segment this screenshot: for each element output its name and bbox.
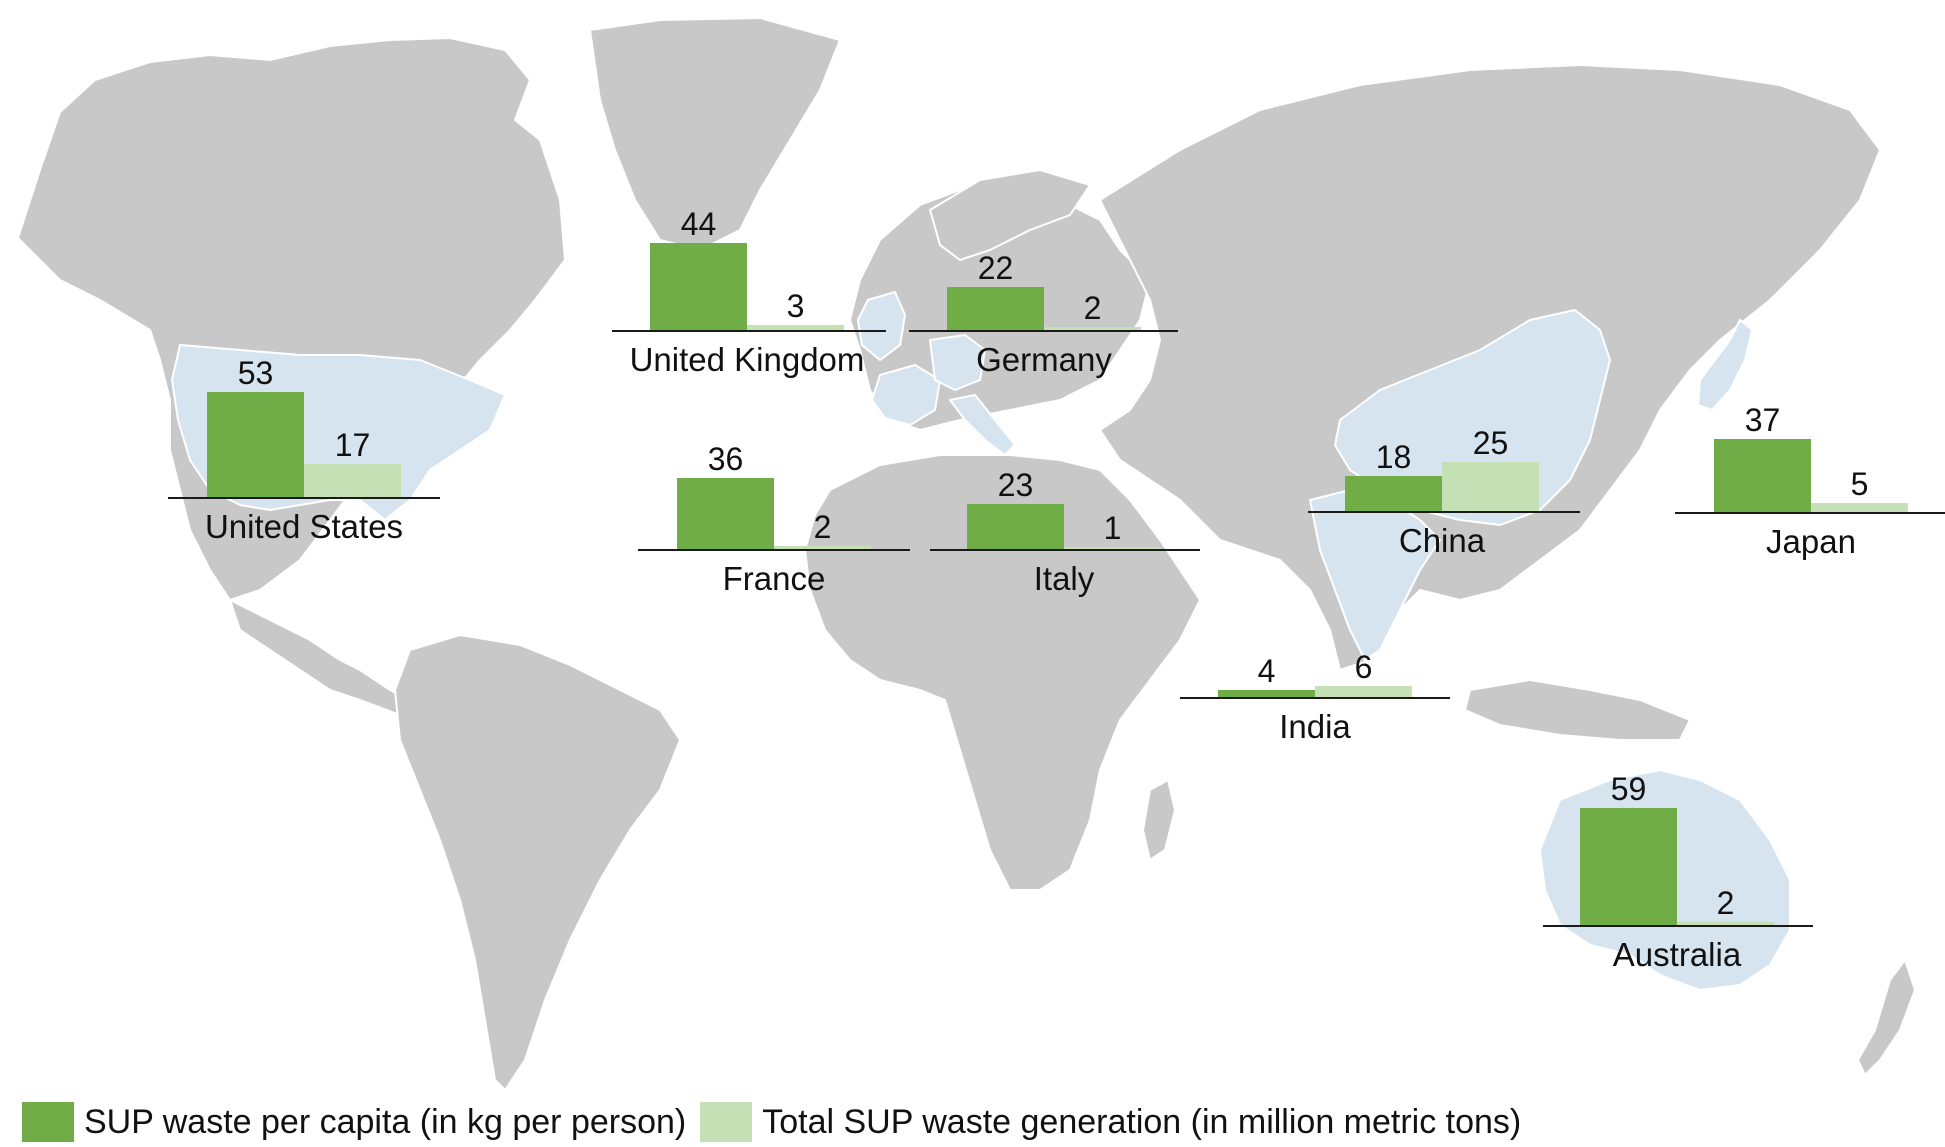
data-label-per-capita-australia: 59 bbox=[1611, 771, 1647, 807]
country-label-united-kingdom: United Kingdom bbox=[630, 341, 865, 378]
scandinavia-landmass bbox=[929, 169, 1091, 261]
bar-total-italy bbox=[1064, 547, 1161, 550]
bar-per-capita-united-states bbox=[207, 392, 304, 498]
country-label-united-states: United States bbox=[205, 508, 403, 545]
data-label-per-capita-united-kingdom: 44 bbox=[681, 206, 717, 242]
data-label-total-united-states: 17 bbox=[335, 427, 371, 463]
bar-per-capita-india bbox=[1218, 690, 1315, 698]
uk-highlight bbox=[857, 291, 906, 361]
data-label-total-united-kingdom: 3 bbox=[787, 288, 805, 324]
data-label-per-capita-japan: 37 bbox=[1745, 402, 1781, 438]
data-label-total-italy: 1 bbox=[1104, 510, 1122, 546]
bar-total-france bbox=[774, 546, 871, 550]
legend-swatch-per-capita bbox=[22, 1102, 74, 1142]
bar-per-capita-france bbox=[677, 478, 774, 550]
bar-per-capita-united-kingdom bbox=[650, 243, 747, 331]
bar-total-india bbox=[1315, 686, 1412, 698]
legend-swatch-total bbox=[700, 1102, 753, 1142]
country-label-germany: Germany bbox=[976, 341, 1112, 378]
legend-item-per-capita: SUP waste per capita (in kg per person) bbox=[22, 1102, 686, 1142]
bar-per-capita-china bbox=[1345, 476, 1442, 512]
bar-group-france: 36 2 France bbox=[638, 441, 910, 597]
bar-per-capita-japan bbox=[1714, 439, 1811, 513]
bar-group-china: 18 25 China bbox=[1308, 425, 1580, 559]
data-label-per-capita-germany: 22 bbox=[978, 250, 1014, 286]
legend: SUP waste per capita (in kg per person) … bbox=[22, 1100, 1535, 1144]
country-label-india: India bbox=[1279, 708, 1351, 745]
country-label-japan: Japan bbox=[1766, 523, 1856, 560]
bar-group-united-kingdom: 44 3 United Kingdom bbox=[612, 206, 886, 378]
data-label-total-china: 25 bbox=[1473, 425, 1509, 461]
bar-total-united-kingdom bbox=[747, 325, 844, 331]
data-label-per-capita-china: 18 bbox=[1376, 439, 1412, 475]
country-label-china: China bbox=[1399, 522, 1486, 559]
country-label-italy: Italy bbox=[1034, 560, 1095, 597]
bar-group-japan: 37 5 Japan bbox=[1675, 402, 1945, 560]
bar-total-japan bbox=[1811, 503, 1908, 513]
data-label-total-france: 2 bbox=[814, 509, 832, 545]
bar-total-australia bbox=[1677, 922, 1774, 926]
highlighted-countries bbox=[171, 291, 1791, 991]
greenland-landmass bbox=[589, 17, 841, 251]
france-highlight bbox=[871, 364, 941, 426]
germany-highlight bbox=[929, 334, 986, 391]
bar-total-united-states bbox=[304, 464, 401, 498]
data-label-per-capita-india: 4 bbox=[1258, 653, 1276, 689]
madagascar-landmass bbox=[1142, 779, 1176, 861]
data-label-total-australia: 2 bbox=[1717, 885, 1735, 921]
country-label-australia: Australia bbox=[1613, 936, 1742, 973]
bar-total-china bbox=[1442, 462, 1539, 512]
data-label-total-japan: 5 bbox=[1851, 466, 1869, 502]
legend-label-total: Total SUP waste generation (in million m… bbox=[762, 1102, 1522, 1141]
data-label-per-capita-italy: 23 bbox=[998, 467, 1034, 503]
north-america-landmass bbox=[17, 37, 566, 601]
country-label-france: France bbox=[723, 560, 826, 597]
bar-per-capita-italy bbox=[967, 504, 1064, 550]
data-label-per-capita-france: 36 bbox=[708, 441, 744, 477]
bar-per-capita-germany bbox=[947, 287, 1044, 331]
legend-label-per-capita: SUP waste per capita (in kg per person) bbox=[84, 1102, 687, 1141]
bar-total-germany bbox=[1044, 327, 1141, 331]
southeast-asia-islands bbox=[1464, 679, 1691, 741]
data-label-total-india: 6 bbox=[1355, 649, 1373, 685]
italy-highlight bbox=[949, 394, 1016, 456]
data-label-total-germany: 2 bbox=[1084, 290, 1102, 326]
bar-per-capita-australia bbox=[1580, 808, 1677, 926]
south-america-landmass bbox=[394, 634, 681, 1091]
data-label-per-capita-united-states: 53 bbox=[238, 355, 274, 391]
central-america-landmass bbox=[229, 599, 411, 716]
legend-item-total: Total SUP waste generation (in million m… bbox=[700, 1102, 1521, 1142]
japan-highlight bbox=[1697, 319, 1753, 411]
new-zealand-landmass bbox=[1857, 959, 1916, 1076]
bar-group-australia: 59 2 Australia bbox=[1543, 771, 1813, 973]
africa-landmass bbox=[804, 454, 1201, 891]
bar-group-united-states: 53 17 United States bbox=[168, 355, 440, 545]
